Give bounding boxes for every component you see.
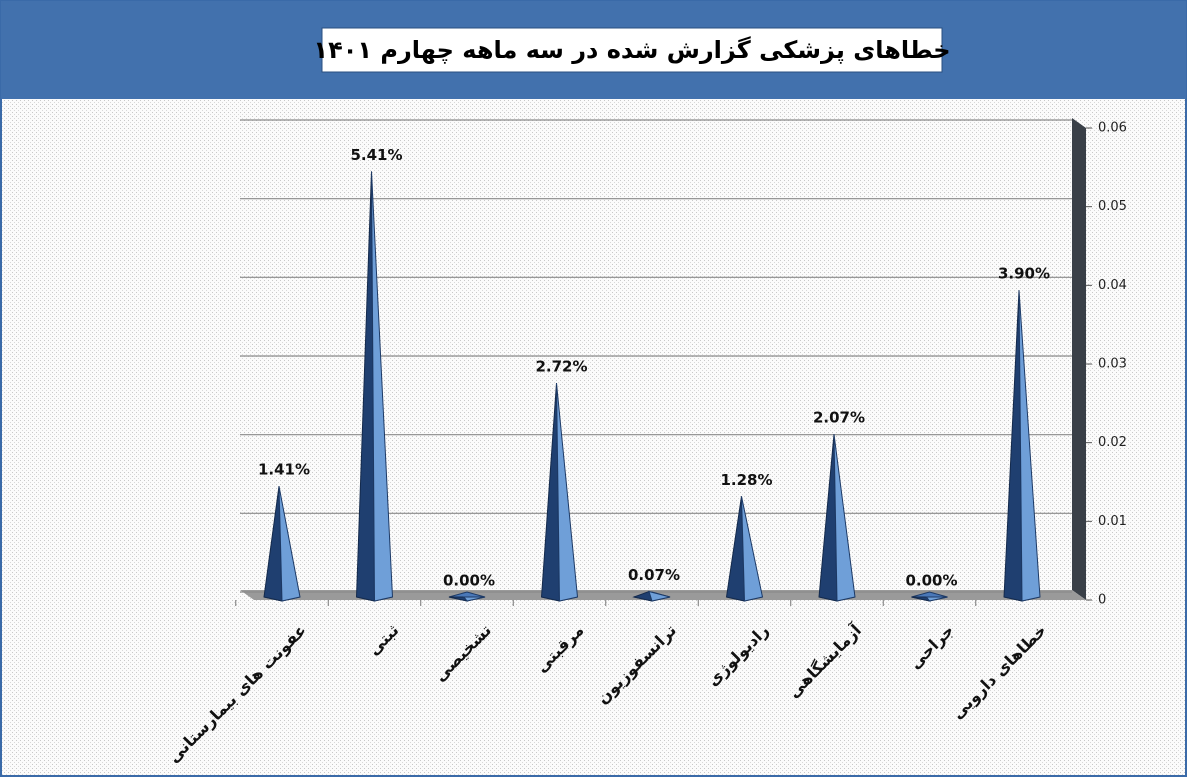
- pyramid-right-face: [925, 596, 948, 602]
- pyramid: [448, 591, 486, 602]
- value-label: 2.72%: [535, 358, 587, 376]
- pyramid: [540, 382, 579, 602]
- y-tick-label: 0.02: [1098, 435, 1127, 450]
- pyramid: [818, 434, 856, 602]
- value-label: 0.00%: [443, 572, 495, 590]
- value-label: 1.41%: [258, 461, 310, 479]
- value-label: 3.90%: [998, 265, 1050, 283]
- value-label: 5.41%: [350, 146, 402, 164]
- value-label: 0.07%: [628, 566, 680, 584]
- y-tick-label: 0: [1098, 593, 1106, 608]
- chart-title: خطاهای پزشکی گزارش شده در سه ماهه چهارم …: [313, 36, 950, 64]
- pyramid-right-face: [741, 496, 764, 602]
- pyramid: [911, 591, 948, 602]
- pyramid: [1003, 290, 1041, 602]
- y-tick-label: 0.06: [1098, 121, 1127, 136]
- title-box: [321, 27, 943, 73]
- y-tick-label: 0.03: [1098, 357, 1127, 372]
- pyramid-right-face: [278, 485, 301, 602]
- side-wall: [1072, 118, 1086, 600]
- pyramid-right-face: [1018, 290, 1041, 602]
- pyramid-right-face: [833, 434, 856, 602]
- y-tick-label: 0.01: [1098, 514, 1127, 529]
- pyramid-right-face: [371, 171, 394, 602]
- pyramid: [725, 496, 764, 602]
- pyramid: [263, 485, 301, 602]
- value-label: 1.28%: [720, 471, 772, 489]
- pyramid-right-face: [463, 596, 486, 602]
- value-label: 2.07%: [813, 409, 865, 427]
- value-label: 0.00%: [905, 572, 957, 590]
- pyramid: [355, 171, 394, 602]
- y-tick-label: 0.05: [1098, 199, 1127, 214]
- y-tick-label: 0.04: [1098, 278, 1127, 293]
- pyramid: [632, 590, 671, 602]
- pyramid-right-face: [648, 590, 671, 602]
- pyramid-right-face: [556, 382, 579, 602]
